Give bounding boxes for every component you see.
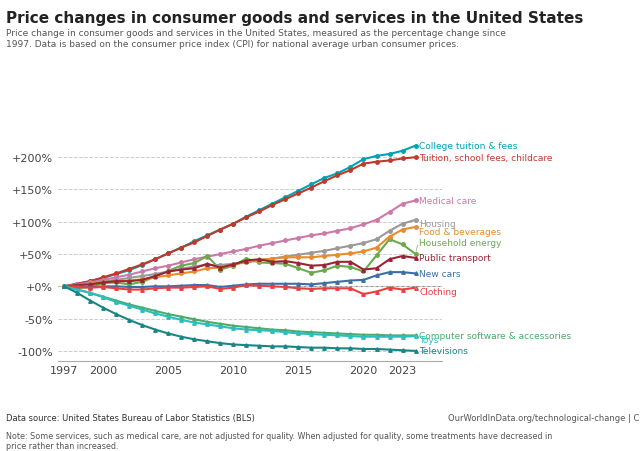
Text: Housing: Housing [419, 220, 456, 229]
Text: Medical care: Medical care [419, 197, 477, 206]
Text: Computer software & accessories: Computer software & accessories [419, 331, 572, 340]
Text: Televisions: Televisions [419, 347, 468, 356]
Text: Our World: Our World [561, 8, 613, 17]
Text: New cars: New cars [419, 269, 461, 278]
Text: Price changes in consumer goods and services in the United States: Price changes in consumer goods and serv… [6, 11, 584, 26]
Text: Public transport: Public transport [419, 254, 492, 263]
Text: OurWorldInData.org/technological-change | CC BY: OurWorldInData.org/technological-change … [448, 413, 640, 422]
Text: College tuition & fees: College tuition & fees [419, 142, 518, 151]
Text: Household energy: Household energy [419, 239, 502, 248]
Text: in Data: in Data [569, 20, 605, 29]
Text: Price change in consumer goods and services in the United States, measured as th: Price change in consumer goods and servi… [6, 29, 506, 49]
Text: Clothing: Clothing [419, 287, 458, 296]
Text: Food & beverages: Food & beverages [419, 227, 502, 236]
Text: Tuition, school fees, childcare: Tuition, school fees, childcare [419, 153, 553, 162]
Text: Note: Some services, such as medical care, are not adjusted for quality. When ad: Note: Some services, such as medical car… [6, 431, 553, 450]
Text: Toys: Toys [419, 336, 439, 345]
Text: Data source: United States Bureau of Labor Statistics (BLS): Data source: United States Bureau of Lab… [6, 413, 255, 422]
